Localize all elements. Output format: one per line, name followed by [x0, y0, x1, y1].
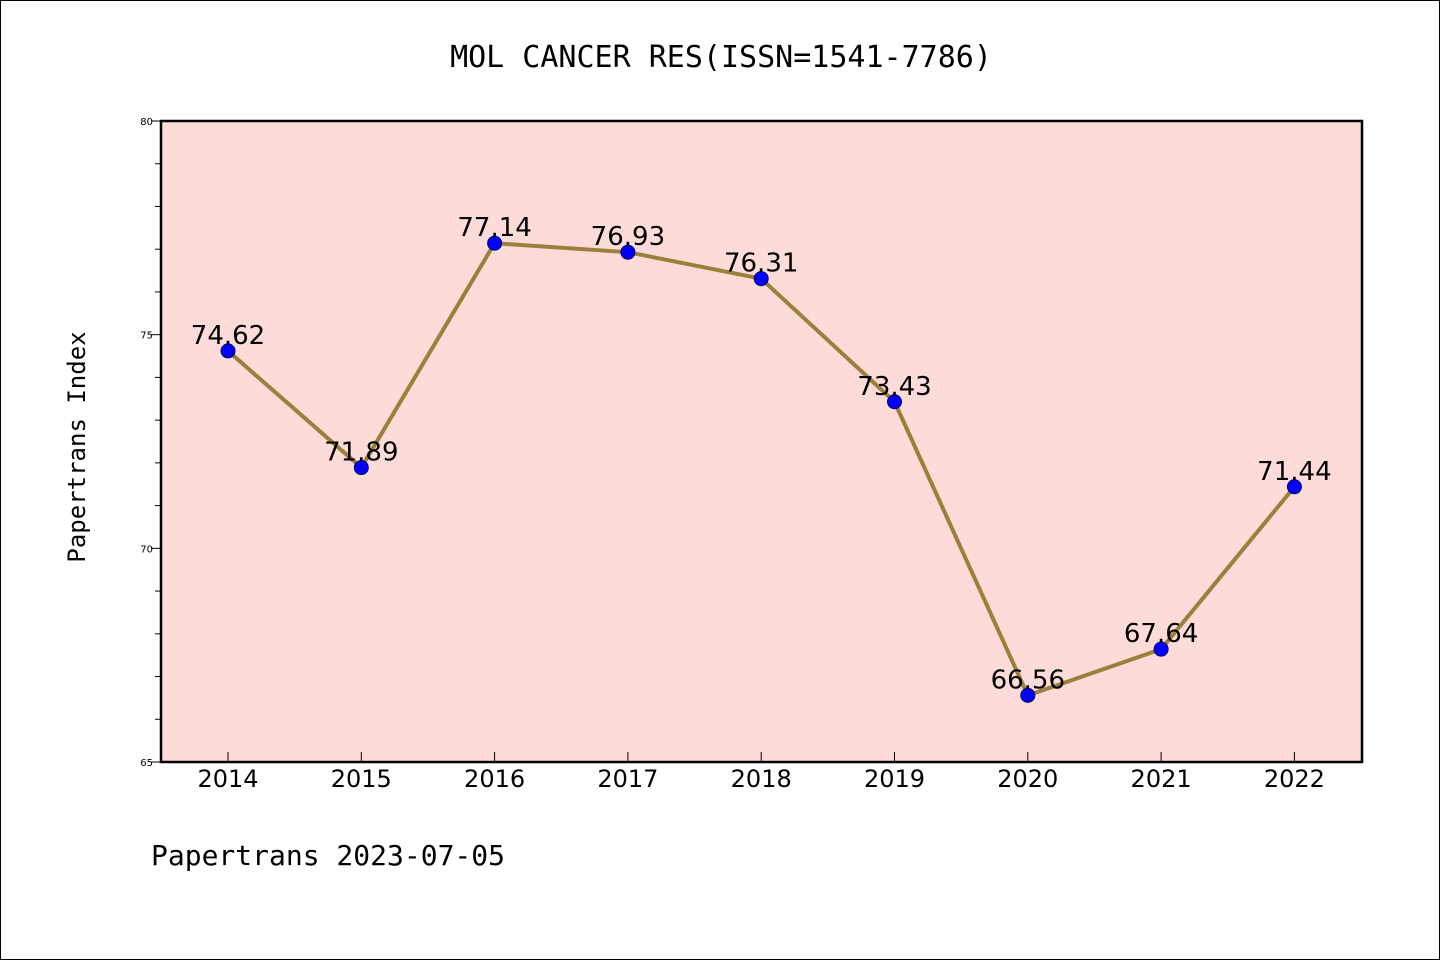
- data-label: 67.64: [1124, 619, 1198, 649]
- x-axis-ticks: 2014 2015 2016 2017 2018 2019 2020 2021 2022: [197, 752, 1325, 793]
- data-label: 71.44: [1257, 457, 1331, 487]
- data-point-marker: [1153, 641, 1169, 657]
- y-tick-label: 65: [140, 758, 153, 769]
- x-tick-label: 2015: [331, 765, 392, 793]
- x-tick-label: 2022: [1264, 765, 1325, 793]
- data-label: 77.14: [457, 213, 531, 243]
- data-point-marker: [487, 235, 503, 251]
- footer-date-text: Papertrans 2023-07-05: [151, 839, 505, 872]
- data-point-marker: [753, 271, 769, 287]
- data-point-marker: [1020, 687, 1036, 703]
- y-tick-label: 70: [140, 544, 153, 555]
- x-tick-label: 2014: [197, 765, 258, 793]
- data-label: 66.56: [991, 665, 1065, 695]
- data-point-marker: [1286, 479, 1302, 495]
- y-tick-label: 75: [140, 331, 153, 342]
- plot-border: [159, 119, 1364, 764]
- y-axis-label: Papertrans Index: [63, 331, 91, 562]
- data-label: 76.93: [591, 222, 665, 252]
- x-tick-label: 2021: [1131, 765, 1192, 793]
- data-label: 76.31: [724, 249, 798, 279]
- chart-title: MOL CANCER RES(ISSN=1541-7786): [450, 40, 992, 75]
- x-tick-label: 2017: [597, 765, 658, 793]
- data-labels: 74.62 71.89 77.14 76.93 76.31 73.43 66.56 67.64…: [191, 213, 1332, 695]
- data-point-marker: [620, 244, 636, 260]
- x-tick-label: 2016: [464, 765, 525, 793]
- data-point-marker: [220, 343, 236, 359]
- data-label: 74.62: [191, 321, 265, 351]
- data-point-marker: [887, 394, 902, 410]
- x-tick-label: 2018: [731, 765, 792, 793]
- x-tick-label: 2019: [864, 765, 925, 793]
- y-axis-ticks: 65 70 75 80: [140, 117, 161, 769]
- x-tick-label: 2020: [997, 765, 1058, 793]
- data-label: 71.89: [324, 438, 398, 468]
- data-label: 73.43: [857, 372, 931, 402]
- data-point-marker: [353, 460, 369, 476]
- y-tick-label: 80: [140, 117, 153, 128]
- series-layer: [220, 235, 1302, 703]
